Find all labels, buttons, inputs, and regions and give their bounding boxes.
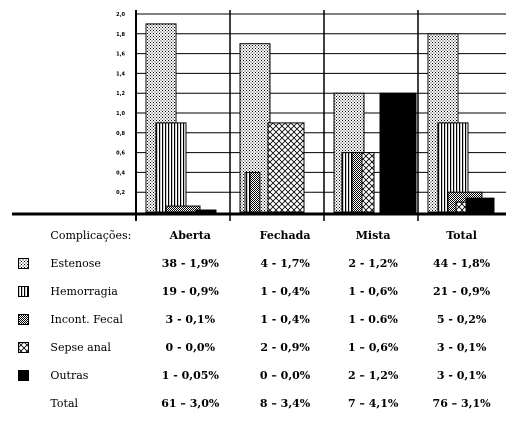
bar [465, 197, 495, 213]
bar [249, 171, 261, 213]
row-label: Estenose [50, 256, 101, 270]
bar [267, 122, 305, 213]
table-cell: 0 - 0,0% [165, 340, 216, 354]
table-cell: 76 – 3,1% [432, 396, 491, 410]
table-cell: 2 - 0,9% [260, 340, 310, 354]
bar [341, 152, 353, 213]
table-cell: 2 – 1,2% [347, 368, 399, 382]
row-label: Total [50, 396, 79, 410]
legend-cell-empty [18, 389, 34, 417]
table-cell: 7 – 4,1% [347, 396, 399, 410]
table-cell: 1 - 0,6% [348, 284, 398, 298]
y-tick-label: 0,2 [116, 190, 125, 196]
row-label: Outras [50, 368, 89, 382]
table-cell: 5 - 0,2% [436, 312, 487, 326]
table-cell: 4 - 1,7% [260, 256, 310, 270]
bar [379, 92, 417, 213]
y-tick-label: 2,0 [116, 12, 125, 18]
table-cell: 3 - 0,1% [436, 368, 487, 382]
table-cell: 1 - 0,4% [260, 312, 310, 326]
table-cell: 0 – 0,0% [259, 368, 311, 382]
row-label: Incont. Fecal [50, 312, 123, 326]
bar [165, 205, 201, 213]
y-tick-label: 1,8 [116, 32, 125, 38]
y-tick-label: 1,2 [116, 91, 125, 97]
table-row-total: Total 61 – 3,0% 8 – 3,4% 7 – 4,1% 76 – 3… [18, 389, 506, 417]
table-row-outras: Outras 1 - 0,05% 0 – 0,0% 2 – 1,2% 3 - 0… [18, 361, 506, 389]
legend-cell-empty [18, 221, 34, 249]
table-cell: 1 – 0,6% [347, 340, 399, 354]
table-cell: 44 - 1,8% [433, 256, 491, 270]
table-cell: 3 - 0,1% [436, 340, 487, 354]
legend-swatch-hemorragia [18, 277, 34, 305]
table-cell: 19 - 0,9% [161, 284, 219, 298]
y-tick-label: 0,6 [116, 151, 125, 157]
table-cell: 1 - 0,4% [260, 284, 310, 298]
table-row-hemorragia: Hemorragia 19 - 0,9% 1 - 0,4% 1 - 0,6% 2… [18, 277, 506, 305]
table-row-incont-fecal: Incont. Fecal 3 - 0,1% 1 - 0,4% 1 - 0.6%… [18, 305, 506, 333]
column-header-fechada: Fechada [259, 228, 311, 242]
y-tick-label: 0,4 [116, 170, 125, 176]
row-label: Hemorragia [50, 284, 118, 298]
table-cell: 38 - 1,9% [161, 256, 219, 270]
column-header-total: Total [446, 228, 477, 242]
table-header-row: Complicações: Aberta Fechada Mista Total [18, 221, 506, 249]
table-row-estenose: Estenose 38 - 1,9% 4 - 1,7% 2 - 1,2% 44 … [18, 249, 506, 277]
table-cell: 8 – 3,4% [259, 396, 311, 410]
y-tick-label: 1,4 [116, 71, 125, 77]
table-row-sepse-anal: Sepse anal 0 - 0,0% 2 - 0,9% 1 – 0,6% 3 … [18, 333, 506, 361]
legend-swatch-sepse-anal [18, 333, 34, 361]
table-cell: 61 – 3,0% [161, 396, 220, 410]
bar [195, 209, 217, 213]
legend-swatch-incont-fecal [18, 305, 34, 333]
bar [351, 152, 363, 213]
legend-swatch-outras [18, 361, 34, 389]
bar [155, 122, 187, 213]
y-tick-label: 1,6 [116, 52, 125, 58]
column-header-aberta: Aberta [169, 228, 211, 242]
y-tick-label: 0,8 [116, 131, 125, 137]
table-cell: 1 - 0.6% [348, 312, 398, 326]
table-cell: 2 - 1,2% [348, 256, 398, 270]
header-label: Complicações: [50, 228, 132, 242]
bar-chart: 0,2 0,4 0,6 0,8 1,0 1,2 1,4 1,6 1,8 2,0 [12, 10, 506, 221]
legend-swatch-estenose [18, 249, 34, 277]
table-cell: 3 - 0,1% [165, 312, 216, 326]
column-header-mista: Mista [355, 228, 391, 242]
table-cell: 1 - 0,05% [161, 368, 219, 382]
table-cell: 21 - 0,9% [433, 284, 491, 298]
stats-table: Complicações: Aberta Fechada Mista Total… [18, 221, 506, 417]
y-tick-label: 1,0 [116, 111, 125, 117]
row-label: Sepse anal [50, 340, 111, 354]
bar [361, 152, 375, 213]
